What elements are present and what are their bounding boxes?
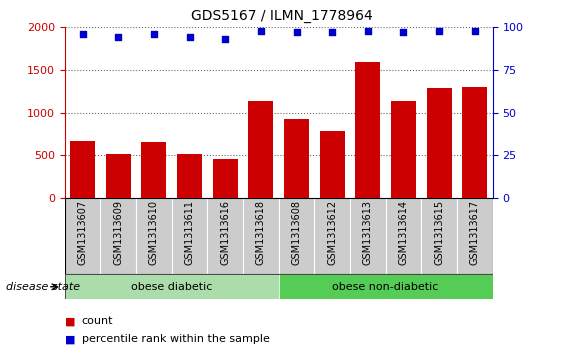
Text: GSM1313612: GSM1313612 — [327, 200, 337, 265]
Point — [435, 28, 444, 33]
Bar — [457, 198, 493, 274]
Text: percentile rank within the sample: percentile rank within the sample — [82, 334, 270, 344]
Bar — [320, 131, 345, 198]
Bar — [279, 198, 314, 274]
Text: count: count — [82, 316, 113, 326]
Point — [221, 36, 230, 42]
Text: GSM1313617: GSM1313617 — [470, 200, 480, 265]
Text: GSM1313618: GSM1313618 — [256, 200, 266, 265]
Text: GSM1313614: GSM1313614 — [399, 200, 409, 265]
Text: GSM1313611: GSM1313611 — [185, 200, 195, 265]
Point — [114, 34, 123, 40]
Bar — [213, 159, 238, 198]
Text: GSM1313615: GSM1313615 — [434, 200, 444, 265]
Text: ■: ■ — [65, 316, 75, 326]
Bar — [350, 198, 386, 274]
Bar — [386, 198, 421, 274]
Text: ■: ■ — [65, 334, 75, 344]
Text: disease state: disease state — [6, 282, 80, 292]
Bar — [427, 88, 452, 198]
Text: obese non-diabetic: obese non-diabetic — [333, 282, 439, 292]
Text: GSM1313609: GSM1313609 — [113, 200, 123, 265]
Bar — [391, 101, 416, 198]
Bar — [70, 141, 95, 198]
Point — [185, 34, 194, 40]
Bar — [279, 274, 493, 299]
Bar — [141, 142, 167, 198]
Bar — [243, 198, 279, 274]
Point — [399, 29, 408, 35]
Point — [363, 28, 372, 33]
Text: GSM1313608: GSM1313608 — [292, 200, 302, 265]
Bar — [172, 198, 207, 274]
Bar — [248, 101, 274, 198]
Bar — [462, 87, 487, 198]
Bar — [355, 62, 381, 198]
Bar — [106, 154, 131, 198]
Bar — [100, 198, 136, 274]
Bar — [207, 198, 243, 274]
Text: GSM1313613: GSM1313613 — [363, 200, 373, 265]
Point — [78, 31, 87, 37]
Text: GDS5167 / ILMN_1778964: GDS5167 / ILMN_1778964 — [191, 9, 372, 23]
Text: GSM1313607: GSM1313607 — [78, 200, 88, 265]
Point — [292, 29, 301, 35]
Text: obese diabetic: obese diabetic — [131, 282, 212, 292]
Bar — [284, 118, 309, 198]
Bar — [177, 154, 202, 198]
Text: GSM1313616: GSM1313616 — [220, 200, 230, 265]
Point — [256, 28, 265, 33]
Point — [470, 28, 479, 33]
Point — [328, 29, 337, 35]
Bar — [314, 198, 350, 274]
Bar — [65, 274, 279, 299]
Bar — [421, 198, 457, 274]
Text: GSM1313610: GSM1313610 — [149, 200, 159, 265]
Bar — [136, 198, 172, 274]
Bar — [65, 198, 100, 274]
Point — [149, 31, 158, 37]
